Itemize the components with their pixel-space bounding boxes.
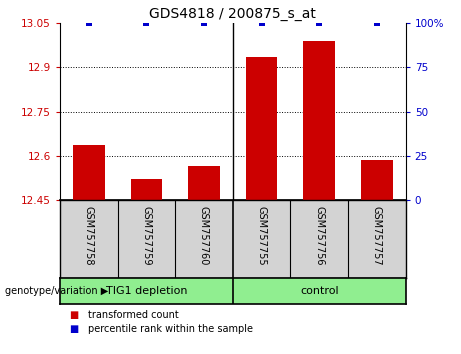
- Text: GSM757760: GSM757760: [199, 206, 209, 266]
- Text: ■: ■: [69, 310, 78, 320]
- Text: genotype/variation ▶: genotype/variation ▶: [5, 286, 108, 296]
- Text: ■: ■: [69, 324, 78, 333]
- Point: [373, 20, 381, 26]
- Bar: [73, 145, 105, 200]
- Point: [142, 20, 150, 26]
- Text: TIG1 depletion: TIG1 depletion: [106, 286, 187, 296]
- Point: [315, 20, 323, 26]
- Text: GSM757759: GSM757759: [142, 206, 151, 266]
- Text: percentile rank within the sample: percentile rank within the sample: [88, 324, 253, 333]
- Bar: [303, 41, 335, 200]
- Text: GSM757757: GSM757757: [372, 206, 382, 266]
- Text: transformed count: transformed count: [88, 310, 178, 320]
- Point: [200, 20, 207, 26]
- Bar: [246, 57, 278, 200]
- Title: GDS4818 / 200875_s_at: GDS4818 / 200875_s_at: [149, 7, 316, 21]
- Bar: [130, 179, 162, 200]
- Text: GSM757758: GSM757758: [84, 206, 94, 266]
- Text: control: control: [300, 286, 338, 296]
- Text: GSM757755: GSM757755: [257, 206, 266, 266]
- Text: GSM757756: GSM757756: [314, 206, 324, 266]
- Point: [258, 20, 266, 26]
- Bar: [188, 166, 220, 200]
- Point: [85, 20, 92, 26]
- Bar: [361, 160, 393, 200]
